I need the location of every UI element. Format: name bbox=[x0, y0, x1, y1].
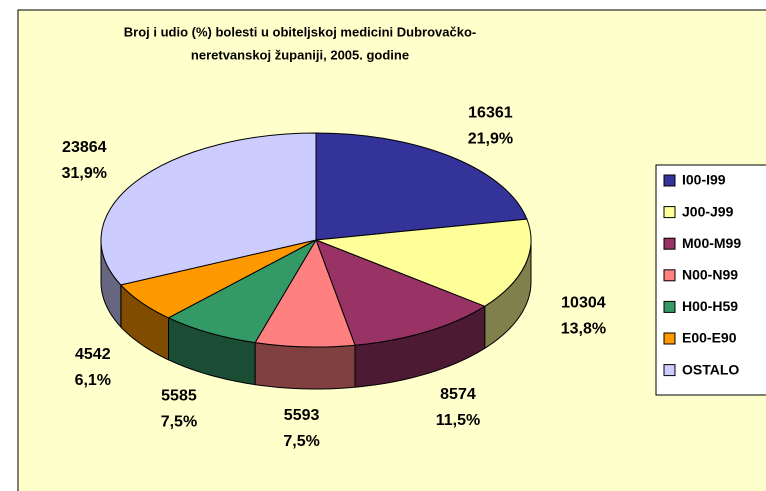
percent-label: 31,9% bbox=[62, 165, 107, 182]
legend-label: J00-J99 bbox=[682, 203, 734, 219]
data-label: 8574 bbox=[440, 386, 476, 403]
legend-label: E00-E90 bbox=[682, 330, 737, 346]
percent-label: 13,8% bbox=[561, 321, 606, 338]
data-label: 5585 bbox=[161, 388, 197, 405]
legend-label: H00-H59 bbox=[682, 298, 738, 314]
legend-label: OSTALO bbox=[682, 361, 739, 377]
legend-label: I00-I99 bbox=[682, 172, 726, 188]
percent-label: 7,5% bbox=[283, 433, 319, 450]
data-label: 23864 bbox=[62, 139, 107, 156]
legend-swatch bbox=[663, 237, 676, 250]
legend-label: M00-M99 bbox=[682, 235, 741, 251]
data-label: 5593 bbox=[284, 407, 320, 424]
percent-label: 21,9% bbox=[468, 131, 513, 148]
chart-title: neretvanskoj županiji, 2005. godine bbox=[191, 47, 409, 62]
percent-label: 6,1% bbox=[75, 372, 111, 389]
legend-swatch bbox=[663, 332, 676, 345]
legend-swatch bbox=[663, 300, 676, 313]
legend-swatch bbox=[663, 269, 676, 282]
slice bbox=[315, 132, 528, 241]
legend-swatch bbox=[663, 364, 676, 377]
data-label: 16361 bbox=[468, 105, 513, 122]
legend-swatch bbox=[663, 206, 676, 219]
legend-swatch bbox=[663, 174, 676, 187]
slice bbox=[100, 132, 317, 286]
data-label: 4542 bbox=[75, 346, 111, 363]
chart-title: Broj i udio (%) bolesti u obiteljskoj me… bbox=[124, 24, 476, 39]
data-label: 10304 bbox=[561, 295, 606, 312]
percent-label: 7,5% bbox=[161, 414, 197, 431]
slice-side bbox=[254, 342, 356, 390]
slice bbox=[254, 238, 356, 348]
legend-label: N00-N99 bbox=[682, 267, 738, 283]
percent-label: 11,5% bbox=[436, 412, 480, 429]
slice bbox=[315, 218, 532, 307]
slice bbox=[315, 239, 486, 346]
slice bbox=[167, 238, 318, 344]
